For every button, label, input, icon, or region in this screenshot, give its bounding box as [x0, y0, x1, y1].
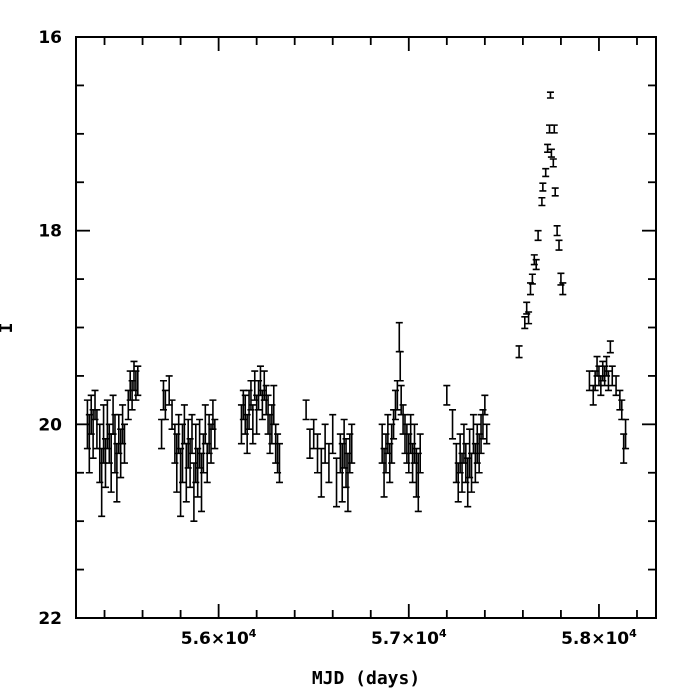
data-point [275, 442, 283, 484]
data-point [481, 394, 489, 416]
data-points [83, 91, 630, 522]
data-point [416, 433, 424, 474]
data-point [551, 187, 559, 197]
data-point [612, 375, 620, 397]
x-tick-label: 5.8×104 [561, 627, 637, 649]
data-point [549, 158, 557, 168]
data-point [396, 350, 404, 382]
data-point [120, 423, 128, 464]
data-point [544, 143, 552, 154]
data-point [314, 433, 322, 474]
data-point [532, 258, 540, 271]
data-point [515, 345, 523, 359]
data-point [547, 148, 555, 158]
data-point [483, 423, 491, 445]
data-point [528, 273, 536, 285]
y-tick-label: 16 [38, 28, 62, 48]
data-point [310, 418, 318, 450]
data-point [348, 423, 356, 464]
data-point [546, 91, 554, 99]
data-point [559, 282, 567, 296]
data-point [161, 389, 169, 421]
data-point [443, 384, 451, 406]
data-point [622, 418, 630, 450]
data-point [302, 399, 310, 421]
data-point [553, 225, 561, 237]
axis-ticks [76, 36, 656, 619]
y-tick-label: 20 [38, 415, 62, 435]
x-axis-label: MJD (days) [312, 668, 420, 689]
data-point [542, 167, 550, 178]
data-point [608, 365, 616, 387]
data-point [525, 311, 533, 325]
data-point [211, 418, 219, 450]
y-axis-label: I [0, 323, 17, 334]
data-point [555, 239, 563, 251]
data-point [539, 182, 547, 192]
x-tick-label: 5.7×104 [371, 627, 447, 649]
data-point [538, 196, 546, 207]
data-point [134, 365, 142, 397]
data-point [325, 442, 333, 484]
y-axis-tick-labels: 16 18 20 22 [38, 28, 62, 629]
data-point [333, 457, 341, 508]
x-axis-tick-labels: 5.6×104 5.7×104 5.8×104 [181, 627, 637, 649]
data-point [604, 370, 612, 392]
data-point [317, 447, 325, 498]
data-point [306, 428, 314, 460]
data-point [188, 413, 196, 455]
data-point [449, 409, 457, 440]
data-point [606, 340, 614, 354]
y-tick-label: 18 [38, 222, 62, 242]
data-point [521, 316, 529, 330]
x-tick-label: 5.6×104 [181, 627, 257, 649]
y-tick-label: 22 [38, 609, 62, 629]
data-point [534, 229, 542, 242]
data-point [321, 423, 329, 464]
data-point [249, 404, 257, 445]
data-point [550, 124, 558, 134]
data-point [329, 413, 337, 455]
